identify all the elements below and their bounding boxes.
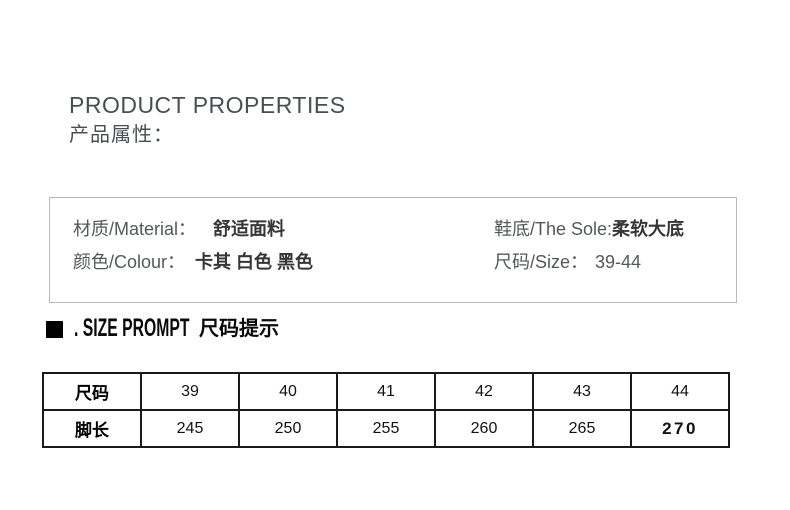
footlength-cell: 260 [434, 409, 534, 448]
footlength-cell: 255 [336, 409, 436, 448]
property-material: 材质/Material： 舒适面料 [73, 219, 494, 239]
size-table: 尺码 39 40 41 42 43 44 脚长 245 250 255 260 … [42, 372, 730, 448]
page-title-en: PRODUCT PROPERTIES [69, 92, 346, 118]
property-sole-label: 鞋底/The Sole: [494, 219, 613, 239]
properties-box: 材质/Material： 舒适面料 鞋底/The Sole:柔软大底 颜色/Col… [49, 197, 737, 303]
page-title-cn: 产品属性： [69, 124, 174, 146]
size-cell: 40 [238, 372, 338, 411]
property-material-value: 舒适面料 [213, 219, 286, 239]
size-prompt-title-en-wrap: . SIZE PROMPT [74, 316, 190, 341]
size-table-row-size: 尺码 39 40 41 42 43 44 [42, 372, 730, 411]
size-cell: 41 [336, 372, 436, 411]
property-material-label: 材质/Material： [73, 219, 197, 239]
footlength-row-header: 脚长 [42, 409, 142, 448]
footlength-cell: 250 [238, 409, 338, 448]
property-colour-label: 颜色/Colour： [73, 252, 186, 272]
property-sole-value: 柔软大底 [612, 219, 685, 239]
footlength-cell: 245 [140, 409, 240, 448]
size-prompt-header: . SIZE PROMPT 尺码提示 [46, 316, 279, 341]
property-size-value: 39-44 [595, 252, 642, 272]
size-prompt-title-cn: 尺码提示 [199, 318, 279, 340]
size-cell: 42 [434, 372, 534, 411]
black-square-icon [46, 320, 63, 338]
properties-grid: 材质/Material： 舒适面料 鞋底/The Sole:柔软大底 颜色/Col… [50, 198, 736, 272]
size-cell: 43 [532, 372, 632, 411]
property-colour-value: 卡其 白色 黑色 [195, 252, 314, 272]
size-row-header: 尺码 [42, 372, 142, 411]
property-size-label: 尺码/Size： [494, 252, 589, 272]
property-sole: 鞋底/The Sole:柔软大底 [494, 219, 736, 239]
property-colour: 颜色/Colour： 卡其 白色 黑色 [73, 252, 494, 272]
property-size: 尺码/Size： 39-44 [494, 252, 736, 272]
size-prompt-title-en: . SIZE PROMPT [74, 314, 190, 342]
footlength-cell: 270 [630, 409, 730, 448]
size-cell: 44 [630, 372, 730, 411]
size-table-row-footlength: 脚长 245 250 255 260 265 270 [42, 409, 730, 448]
footlength-cell: 265 [532, 409, 632, 448]
size-cell: 39 [140, 372, 240, 411]
